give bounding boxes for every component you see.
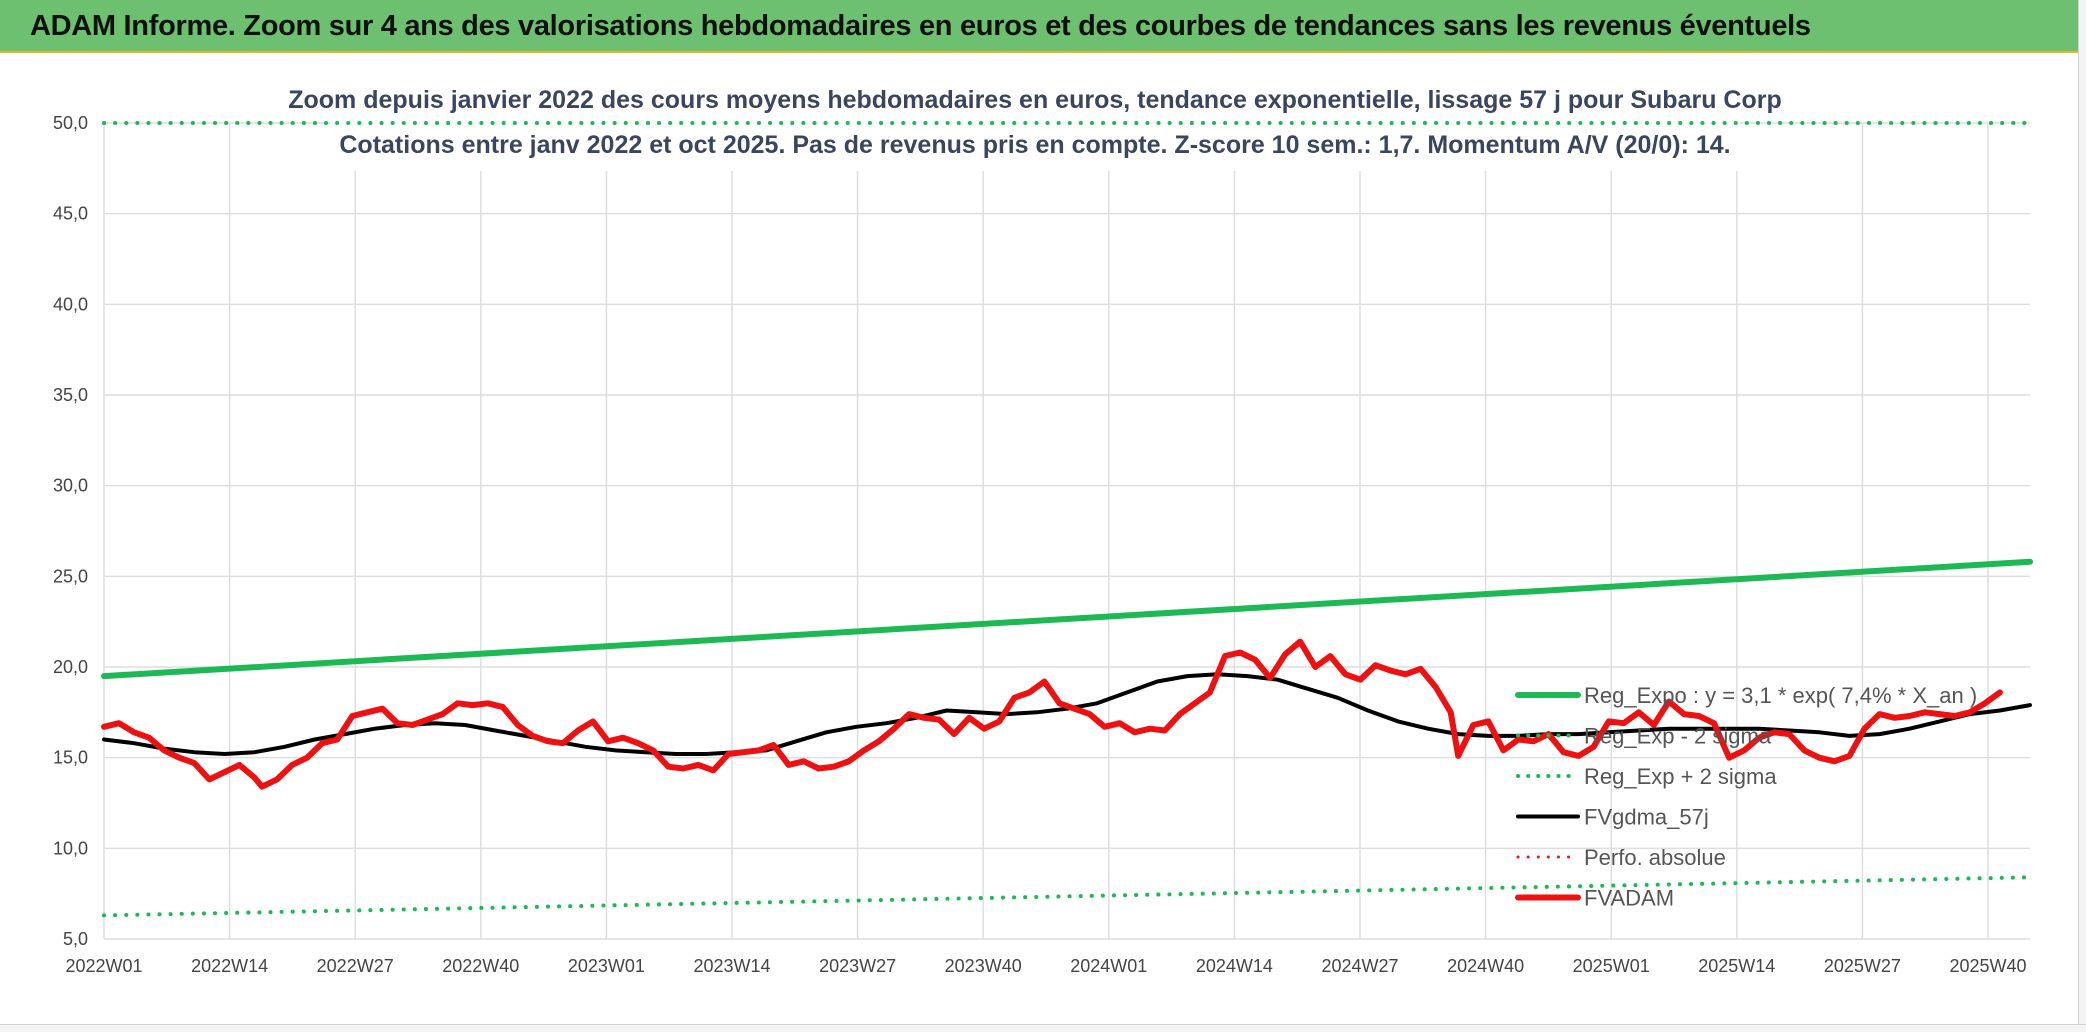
series-line bbox=[102, 875, 2032, 918]
chart-title: Zoom depuis janvier 2022 des cours moyen… bbox=[288, 86, 1782, 114]
report-title: ADAM Informe. Zoom sur 4 ans des valoris… bbox=[30, 10, 1811, 42]
legend-label: FVgdma_57j bbox=[1584, 805, 1709, 830]
legend-label: FVADAM bbox=[1584, 886, 1674, 911]
x-tick-label: 2023W40 bbox=[945, 956, 1022, 976]
x-axis-ticks: 2022W01 2022W14 2022W27 2022W40 2023W01 2023W… bbox=[65, 956, 2026, 976]
x-tick-label: 2022W40 bbox=[442, 956, 519, 976]
x-tick-label: 2025W27 bbox=[1824, 956, 1901, 976]
x-tick-label: 2023W01 bbox=[568, 956, 645, 976]
legend-label: Perfo. absolue bbox=[1584, 845, 1726, 870]
x-tick-label: 2024W27 bbox=[1321, 956, 1398, 976]
legend-label: Reg_Exp + 2 sigma bbox=[1584, 764, 1777, 789]
y-tick-label: 25,0 bbox=[53, 566, 88, 586]
x-tick-label: 2024W40 bbox=[1447, 956, 1524, 976]
y-tick-label: 30,0 bbox=[53, 476, 88, 496]
report-banner: ADAM Informe. Zoom sur 4 ans des valoris… bbox=[0, 0, 2078, 53]
x-tick-label: 2025W01 bbox=[1573, 956, 1650, 976]
y-tick-label: 45,0 bbox=[53, 204, 88, 224]
chart-legend: Reg_Expo : y = 3,1 * exp( 7,4% * X_an ) R… bbox=[1515, 683, 1977, 911]
x-tick-label: 2022W01 bbox=[65, 956, 142, 976]
y-tick-label: 5,0 bbox=[63, 929, 88, 949]
y-tick-label: 50,0 bbox=[53, 113, 88, 133]
y-tick-label: 20,0 bbox=[53, 657, 88, 677]
window-right-border bbox=[2078, 0, 2086, 1031]
legend-label: Reg_Exp - 2 sigma bbox=[1584, 724, 1772, 749]
series-line bbox=[101, 638, 2003, 790]
x-tick-label: 2025W14 bbox=[1698, 956, 1775, 976]
legend-label: Reg_Expo : y = 3,1 * exp( 7,4% * X_an ) bbox=[1584, 683, 1977, 708]
x-tick-label: 2023W27 bbox=[819, 956, 896, 976]
weekly-valuation-chart: 5,010,015,020,025,030,035,040,045,050,0 … bbox=[53, 71, 2033, 976]
chart-gridlines bbox=[103, 122, 2030, 940]
y-axis-ticks: 5,0 10,0 15,0 20,0 25,0 30,0 35,0 40,0 45,0 50,0 bbox=[53, 113, 88, 949]
y-tick-label: 35,0 bbox=[53, 385, 88, 405]
y-tick-label: 15,0 bbox=[53, 748, 88, 768]
window-bottom-border bbox=[0, 1024, 2086, 1032]
chart-subtitle: Cotations entre janv 2022 et oct 2025. P… bbox=[339, 131, 1730, 159]
series-line bbox=[101, 558, 2033, 680]
x-tick-label: 2024W14 bbox=[1196, 956, 1273, 976]
x-tick-label: 2022W14 bbox=[191, 956, 268, 976]
x-tick-label: 2025W40 bbox=[1949, 956, 2026, 976]
x-tick-label: 2023W14 bbox=[693, 956, 770, 976]
y-tick-label: 40,0 bbox=[53, 294, 88, 314]
title-background bbox=[330, 71, 1740, 171]
chart-series bbox=[101, 121, 2033, 918]
y-tick-label: 10,0 bbox=[53, 838, 88, 858]
x-tick-label: 2022W27 bbox=[317, 956, 394, 976]
x-tick-label: 2024W01 bbox=[1070, 956, 1147, 976]
